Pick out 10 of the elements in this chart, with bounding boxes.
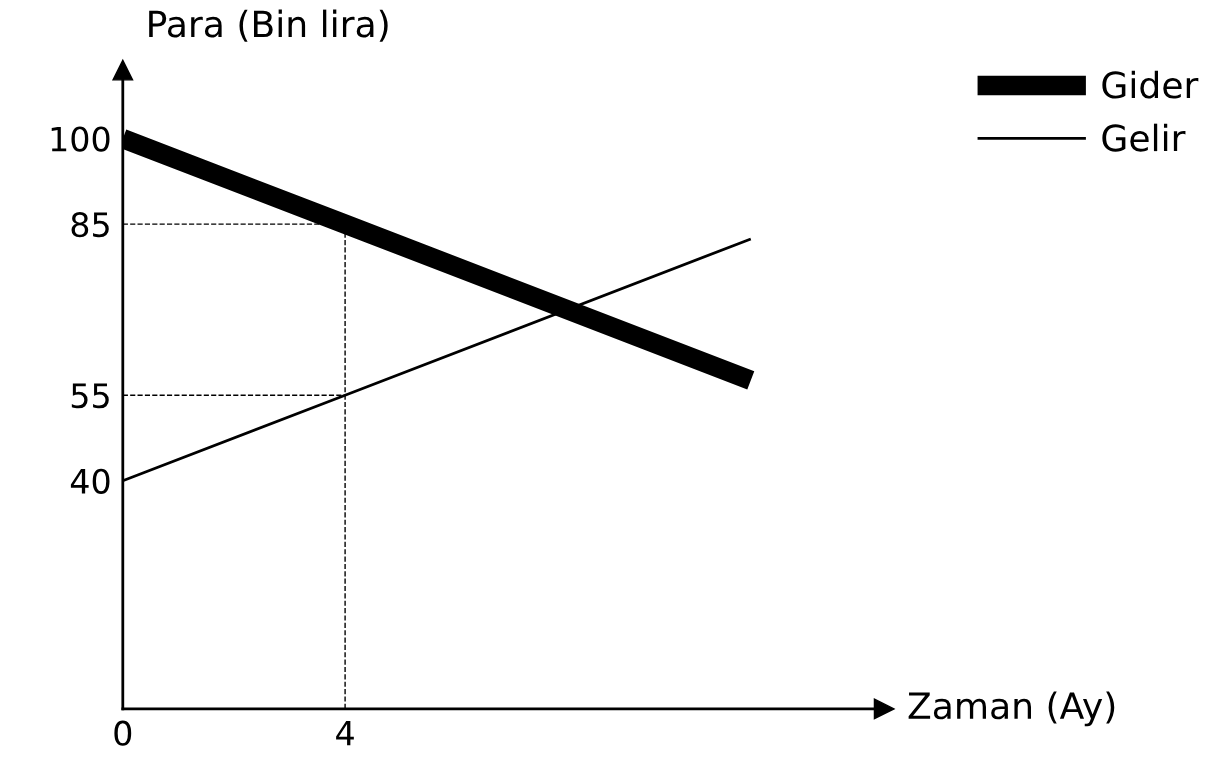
y-tick-label: 100 (51, 126, 110, 152)
y-tick-label: 40 (70, 468, 110, 494)
x-axis-title: Zaman (Ay) (908, 691, 1115, 727)
y-tick-label: 55 (71, 383, 109, 409)
y-axis-title: Para (Bin lira) (149, 9, 388, 42)
x-tick-label: 0 (114, 720, 132, 746)
x-tick-label: 4 (336, 721, 354, 746)
legend-label: Gider (1102, 70, 1199, 99)
legend-label: Gelir (1102, 123, 1186, 152)
y-tick-label: 85 (71, 212, 109, 238)
